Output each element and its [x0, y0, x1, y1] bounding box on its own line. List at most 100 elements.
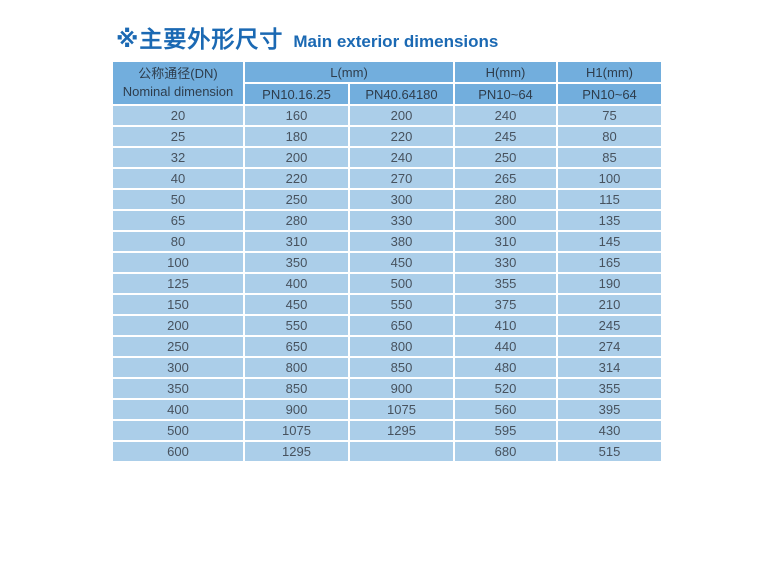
table-row: 150 450 550 375 210	[111, 293, 664, 316]
table-cell: 220	[347, 125, 456, 148]
table-row: 300 800 850 480 314	[111, 356, 664, 379]
table-body: 20 160 200 240 75 25 180 220 245 80 32 200 240 250 85 4…	[111, 104, 664, 463]
table-cell: 1075	[347, 398, 456, 421]
table-cell: 274	[556, 335, 664, 358]
table-cell: 180	[243, 125, 350, 148]
table-row: 125 400 500 355 190	[111, 272, 664, 295]
header-row-subs: PN10.16.25 PN40.64180 PN10~64 PN10~64	[112, 82, 664, 106]
header-nominal-dimension: 公称通径(DN) Nominal dimension	[111, 60, 245, 106]
table-cell: 440	[453, 335, 559, 358]
table-cell: 330	[453, 251, 559, 274]
table-cell: 65	[111, 209, 245, 232]
table-row: 25 180 220 245 80	[111, 125, 664, 148]
table-cell: 850	[347, 356, 456, 379]
table-cell: 350	[111, 377, 245, 400]
table-row: 40 220 270 265 100	[111, 167, 664, 190]
table-row: 400 900 1075 560 395	[111, 398, 664, 421]
table-cell: 450	[347, 251, 456, 274]
header-h-sub-pn1064: PN10~64	[453, 82, 559, 106]
table-cell: 595	[453, 419, 559, 442]
table-row: 80 310 380 310 145	[111, 230, 664, 253]
table-cell: 430	[556, 419, 664, 442]
table-row: 250 650 800 440 274	[111, 335, 664, 358]
table-cell: 250	[453, 146, 559, 169]
table-cell: 20	[111, 104, 245, 127]
table-cell: 480	[453, 356, 559, 379]
table-row: 32 200 240 250 85	[111, 146, 664, 169]
table-cell: 250	[243, 188, 350, 211]
table-cell: 314	[556, 356, 664, 379]
table-cell: 680	[453, 440, 559, 463]
table-cell: 800	[347, 335, 456, 358]
table-header: 公称通径(DN) Nominal dimension L(mm) H(mm) H…	[111, 60, 664, 106]
table-cell: 80	[556, 125, 664, 148]
table-cell: 850	[243, 377, 350, 400]
table-cell: 160	[243, 104, 350, 127]
table-cell: 450	[243, 293, 350, 316]
table-cell: 165	[556, 251, 664, 274]
table-cell: 265	[453, 167, 559, 190]
table-row: 50 250 300 280 115	[111, 188, 664, 211]
header-l-sub-pn4064180: PN40.64180	[347, 82, 456, 106]
table-cell: 200	[347, 104, 456, 127]
table-cell: 300	[453, 209, 559, 232]
table-cell: 515	[556, 440, 664, 463]
table-cell: 1295	[347, 419, 456, 442]
table-row: 350 850 900 520 355	[111, 377, 664, 400]
header-row-groups: 公称通径(DN) Nominal dimension L(mm) H(mm) H…	[111, 60, 664, 106]
table-cell: 32	[111, 146, 245, 169]
table-row: 200 550 650 410 245	[111, 314, 664, 337]
dimensions-table: 公称通径(DN) Nominal dimension L(mm) H(mm) H…	[111, 60, 664, 463]
table-cell: 410	[453, 314, 559, 337]
table-cell: 300	[347, 188, 456, 211]
table-cell: 300	[111, 356, 245, 379]
table-cell: 355	[453, 272, 559, 295]
table-cell: 520	[453, 377, 559, 400]
table-cell: 550	[243, 314, 350, 337]
table-cell: 40	[111, 167, 245, 190]
table-cell: 240	[453, 104, 559, 127]
table-cell: 280	[243, 209, 350, 232]
table-cell: 135	[556, 209, 664, 232]
table-cell: 245	[453, 125, 559, 148]
table-cell: 280	[453, 188, 559, 211]
page-title-chinese: ※主要外形尺寸	[116, 26, 284, 52]
table-cell: 800	[243, 356, 350, 379]
table-cell: 400	[111, 398, 245, 421]
table-cell: 210	[556, 293, 664, 316]
table-row: 100 350 450 330 165	[111, 251, 664, 274]
table-cell: 395	[556, 398, 664, 421]
table-cell: 900	[347, 377, 456, 400]
table-cell: 560	[453, 398, 559, 421]
table-cell: 85	[556, 146, 664, 169]
table-cell: 100	[556, 167, 664, 190]
table-cell: 650	[347, 314, 456, 337]
table-cell: 900	[243, 398, 350, 421]
table-cell: 75	[556, 104, 664, 127]
table-row: 20 160 200 240 75	[111, 104, 664, 127]
table-row: 65 280 330 300 135	[111, 209, 664, 232]
table-cell: 80	[111, 230, 245, 253]
table-cell: 350	[243, 251, 350, 274]
table-cell: 500	[347, 272, 456, 295]
header-h1-sub-pn1064: PN10~64	[556, 82, 664, 106]
table-cell: 330	[347, 209, 456, 232]
table-cell: 550	[347, 293, 456, 316]
header-h-group: H(mm)	[453, 60, 559, 84]
header-l-group: L(mm)	[242, 60, 456, 84]
table-cell: 500	[111, 419, 245, 442]
header-nominal-dimension-zh: 公称通径(DN)	[138, 66, 218, 82]
table-cell: 100	[111, 251, 245, 274]
table-cell: 245	[556, 314, 664, 337]
table-row: 500 1075 1295 595 430	[111, 419, 664, 442]
table-cell: 25	[111, 125, 245, 148]
table-cell: 240	[347, 146, 456, 169]
table-cell: 50	[111, 188, 245, 211]
table-cell: 270	[347, 167, 456, 190]
table-cell: 220	[243, 167, 350, 190]
table-cell: 145	[556, 230, 664, 253]
page-title-english: Main exterior dimensions	[293, 32, 499, 51]
page-title: ※主要外形尺寸 Main exterior dimensions	[116, 20, 498, 54]
table-cell: 355	[556, 377, 664, 400]
table-cell: 200	[111, 314, 245, 337]
